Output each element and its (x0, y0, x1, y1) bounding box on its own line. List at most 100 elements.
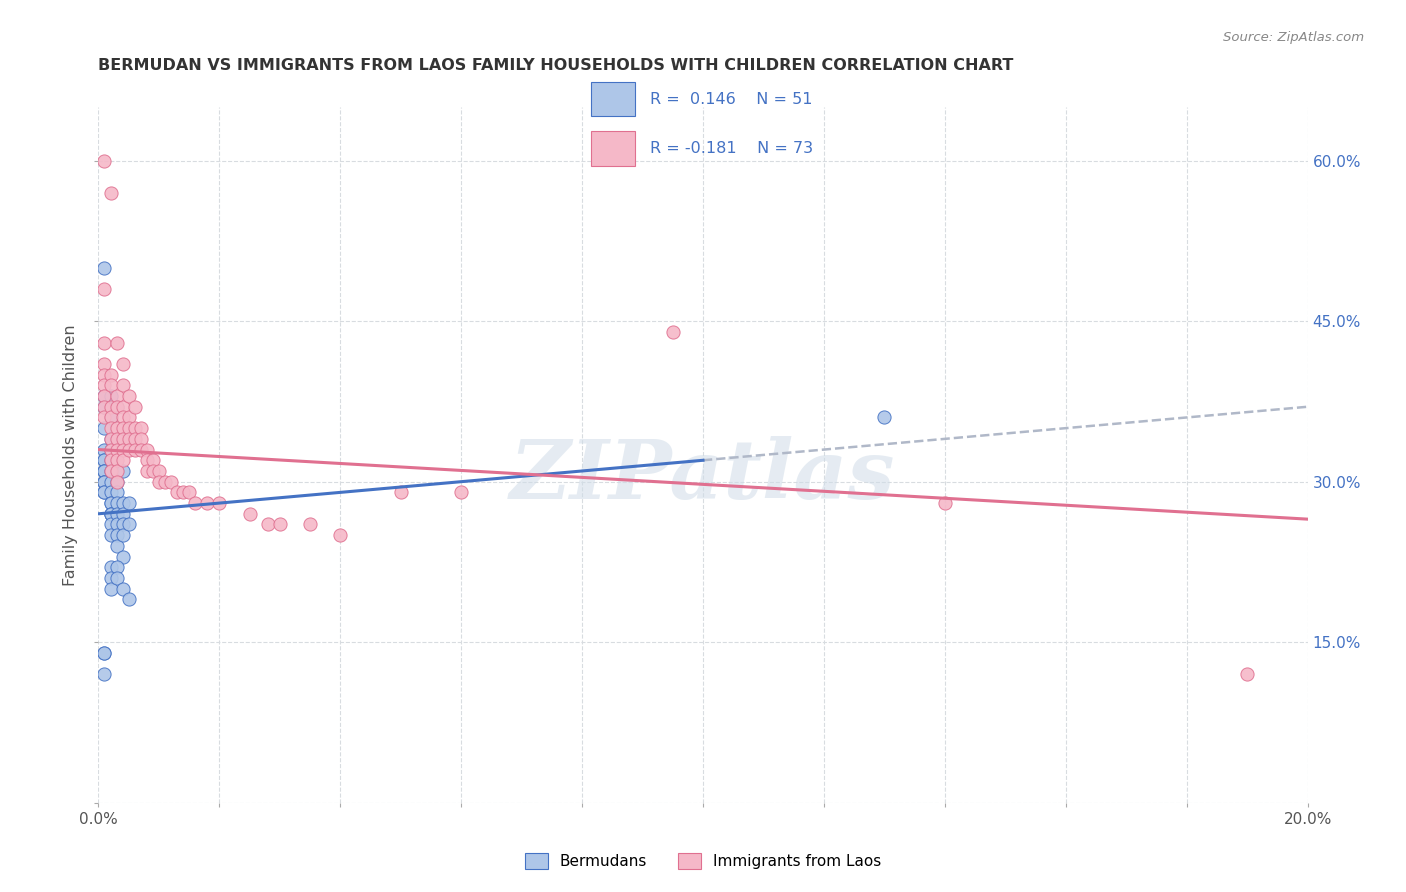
Point (111, 496, 134, 510)
Text: BERMUDAN VS IMMIGRANTS FROM LAOS FAMILY HOUSEHOLDS WITH CHILDREN CORRELATION CHA: BERMUDAN VS IMMIGRANTS FROM LAOS FAMILY … (98, 58, 1014, 73)
Point (93, 667, 115, 681)
Point (105, 560, 128, 574)
Point (105, 571, 128, 585)
Point (100, 410, 122, 425)
Point (93, 475, 115, 489)
Point (93, 335, 115, 350)
Point (118, 496, 141, 510)
Point (100, 442, 122, 457)
Point (105, 496, 128, 510)
Point (100, 560, 122, 574)
Point (124, 442, 146, 457)
Point (105, 517, 128, 532)
Point (100, 464, 122, 478)
Point (100, 496, 122, 510)
Point (195, 496, 218, 510)
Point (153, 475, 176, 489)
Point (160, 475, 183, 489)
Point (93, 260, 115, 275)
Point (100, 368, 122, 382)
Point (124, 400, 146, 414)
Point (93, 646, 115, 660)
Point (129, 421, 152, 435)
Point (93, 400, 115, 414)
Point (93, 153, 115, 168)
Point (105, 464, 128, 478)
Point (100, 432, 122, 446)
Point (111, 400, 134, 414)
Y-axis label: Family Households with Children: Family Households with Children (63, 324, 79, 586)
Point (105, 421, 128, 435)
Point (93, 464, 115, 478)
Point (239, 507, 262, 521)
Point (100, 464, 122, 478)
Point (105, 475, 128, 489)
Point (118, 421, 141, 435)
Point (100, 421, 122, 435)
Point (105, 432, 128, 446)
Point (100, 528, 122, 542)
Point (142, 464, 165, 478)
Point (329, 528, 352, 542)
Point (111, 549, 134, 564)
Point (662, 325, 685, 339)
Point (100, 507, 122, 521)
FancyBboxPatch shape (591, 131, 636, 166)
Point (105, 485, 128, 500)
Point (100, 507, 122, 521)
Point (93, 410, 115, 425)
Point (100, 378, 122, 392)
Point (111, 582, 134, 596)
Point (105, 389, 128, 403)
Point (124, 421, 146, 435)
Point (93, 453, 115, 467)
Point (100, 410, 122, 425)
Point (105, 539, 128, 553)
Point (100, 442, 122, 457)
Text: Source: ZipAtlas.com: Source: ZipAtlas.com (1223, 31, 1364, 45)
Point (100, 432, 122, 446)
Text: R = -0.181    N = 73: R = -0.181 N = 73 (650, 141, 813, 156)
Point (100, 475, 122, 489)
Point (118, 389, 141, 403)
Point (105, 464, 128, 478)
Point (93, 400, 115, 414)
Point (111, 528, 134, 542)
Point (93, 442, 115, 457)
Point (100, 485, 122, 500)
Point (179, 485, 201, 500)
Point (93, 464, 115, 478)
Point (100, 582, 122, 596)
Point (111, 378, 134, 392)
Point (118, 442, 141, 457)
Point (100, 400, 122, 414)
Point (100, 517, 122, 532)
Point (389, 485, 412, 500)
Point (269, 517, 291, 532)
Point (93, 475, 115, 489)
Point (256, 517, 278, 532)
Point (111, 410, 134, 425)
FancyBboxPatch shape (591, 82, 636, 116)
Point (166, 485, 188, 500)
Point (105, 453, 128, 467)
Point (100, 453, 122, 467)
Point (100, 186, 122, 200)
Point (93, 282, 115, 296)
Point (148, 464, 170, 478)
Point (105, 335, 128, 350)
Point (135, 464, 157, 478)
Legend: Bermudans, Immigrants from Laos: Bermudans, Immigrants from Laos (519, 847, 887, 875)
Point (111, 357, 134, 371)
Point (105, 432, 128, 446)
Point (105, 400, 128, 414)
Text: R =  0.146    N = 51: R = 0.146 N = 51 (650, 92, 813, 107)
Point (111, 421, 134, 435)
Point (111, 453, 134, 467)
Point (118, 410, 141, 425)
Point (93, 378, 115, 392)
Point (93, 421, 115, 435)
Point (93, 464, 115, 478)
Point (124, 432, 146, 446)
Point (100, 507, 122, 521)
